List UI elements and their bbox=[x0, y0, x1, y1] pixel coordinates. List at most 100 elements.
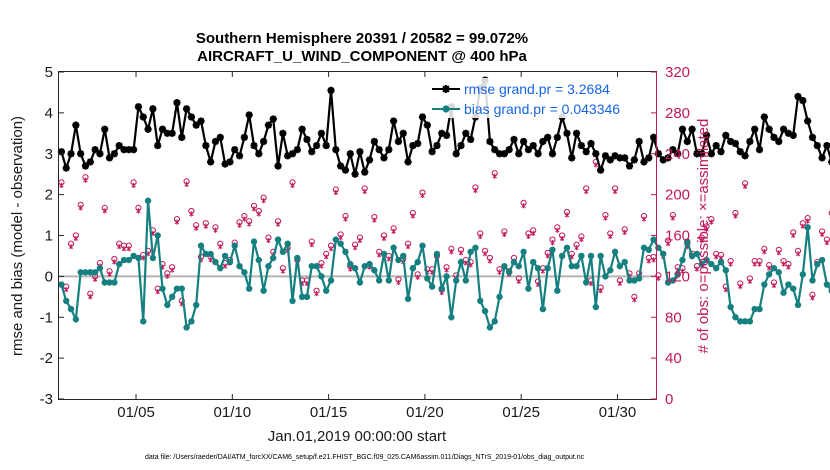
rmse-point bbox=[293, 146, 301, 154]
obs-assimilated-point bbox=[497, 269, 502, 275]
rmse-point bbox=[375, 146, 383, 154]
bias-point bbox=[558, 252, 566, 260]
obs-assimilated-point bbox=[73, 235, 79, 242]
bias-point bbox=[818, 256, 826, 264]
left-axis: -3 -2 -1 0 1 2 3 4 5 bbox=[40, 64, 64, 408]
bias-point bbox=[419, 242, 426, 249]
rmse-point bbox=[168, 129, 176, 137]
obs-assimilated-point bbox=[290, 182, 295, 188]
rmse-point bbox=[288, 150, 297, 158]
rmse-point bbox=[818, 154, 826, 162]
bias-point bbox=[375, 277, 383, 284]
obs-assimilated-point bbox=[540, 268, 546, 274]
bias-point bbox=[390, 244, 397, 251]
obs-assimilated-point bbox=[680, 268, 685, 274]
rmse-point bbox=[260, 137, 268, 146]
bias-point bbox=[294, 254, 301, 262]
bias-point bbox=[472, 244, 479, 251]
obs-assimilated-point bbox=[63, 286, 69, 293]
rmse-point bbox=[486, 137, 494, 146]
bias-point bbox=[168, 293, 176, 301]
rmse-point bbox=[356, 148, 364, 156]
obs-assimilated-point bbox=[757, 261, 762, 267]
obs-assimilated-point bbox=[790, 232, 796, 239]
bias-point bbox=[597, 252, 604, 260]
rmse-point bbox=[255, 150, 263, 158]
obs-assimilated-point bbox=[165, 273, 170, 279]
rmse-point bbox=[707, 150, 715, 158]
obs-assimilated-point bbox=[343, 216, 348, 222]
left-tick-label: -2 bbox=[40, 350, 53, 367]
bias-point bbox=[578, 252, 585, 260]
rmse-point bbox=[101, 125, 109, 133]
obs-assimilated-point bbox=[805, 218, 810, 224]
rmse-point bbox=[775, 137, 783, 146]
rmse-point bbox=[755, 146, 764, 154]
rmse-point bbox=[235, 152, 244, 160]
bias-point bbox=[193, 301, 200, 309]
obs-assimilated-point bbox=[824, 239, 830, 246]
rmse-point bbox=[154, 141, 162, 150]
bias-point bbox=[688, 252, 696, 260]
bias-point bbox=[582, 279, 590, 286]
bias-point bbox=[438, 285, 445, 292]
bias-point bbox=[351, 265, 359, 272]
bias-point bbox=[804, 224, 811, 231]
obs-assimilated-point bbox=[131, 182, 136, 188]
obs-assimilated-point bbox=[704, 226, 709, 232]
bias-point bbox=[106, 279, 113, 286]
bias-point bbox=[674, 271, 681, 278]
obs-assimilated-point bbox=[742, 183, 748, 189]
rmse-point bbox=[72, 121, 80, 129]
rmse-point bbox=[298, 125, 306, 133]
obs-assimilated-point bbox=[242, 216, 247, 222]
rmse-point bbox=[674, 150, 682, 158]
rmse-point bbox=[284, 152, 292, 160]
legend-bias-label: bias grand.pr = 0.043346 bbox=[464, 101, 620, 117]
rmse-point bbox=[308, 148, 316, 156]
bias-point bbox=[217, 265, 224, 272]
bias-point bbox=[544, 265, 551, 272]
rmse-point bbox=[597, 166, 605, 174]
obs-assimilated-point bbox=[251, 206, 257, 212]
bias-point bbox=[159, 285, 166, 292]
bias-point bbox=[794, 301, 802, 309]
obs-assimilated-point bbox=[694, 266, 700, 272]
x-tick-label: 01/20 bbox=[406, 404, 444, 421]
rmse-point bbox=[303, 135, 311, 144]
obs-assimilated-point bbox=[473, 187, 478, 194]
bias-point bbox=[356, 279, 364, 286]
bias-point bbox=[563, 244, 571, 251]
obs-assimilated-point bbox=[622, 229, 627, 235]
right-tick-label: 240 bbox=[665, 146, 690, 163]
rmse-point bbox=[568, 154, 576, 162]
rmse-point bbox=[96, 150, 104, 158]
obs-assimilated-point bbox=[583, 188, 589, 195]
rmse-point bbox=[770, 133, 778, 141]
bias-point bbox=[765, 271, 773, 278]
rmse-point bbox=[442, 131, 451, 139]
bias-point bbox=[140, 318, 147, 325]
right-axis-label: # of obs: o=possible; ×=assimilated bbox=[695, 119, 712, 354]
bias-point bbox=[607, 267, 614, 274]
rmse-point bbox=[91, 146, 99, 154]
rmse-point bbox=[409, 141, 417, 150]
x-tick-label: 01/10 bbox=[214, 404, 252, 421]
rmse-point bbox=[139, 113, 147, 121]
bias-point bbox=[549, 246, 556, 254]
bias-point bbox=[428, 283, 436, 290]
right-axis: 0 40 80 120 160 200 240 280 320 bbox=[651, 64, 690, 408]
bias-point bbox=[481, 307, 489, 315]
bias-point bbox=[539, 305, 547, 313]
bias-point bbox=[780, 289, 787, 296]
rmse-point bbox=[717, 148, 725, 156]
obs-assimilated-point bbox=[107, 271, 112, 277]
bias-point bbox=[732, 314, 739, 321]
obs-assimilated-point bbox=[141, 255, 146, 261]
legend-bias-marker bbox=[442, 105, 450, 113]
bias-point bbox=[520, 248, 527, 256]
obs-assimilated-point bbox=[612, 188, 618, 195]
bias-point bbox=[347, 260, 354, 268]
right-tick-label: 80 bbox=[665, 309, 682, 326]
rmse-point bbox=[823, 141, 830, 150]
